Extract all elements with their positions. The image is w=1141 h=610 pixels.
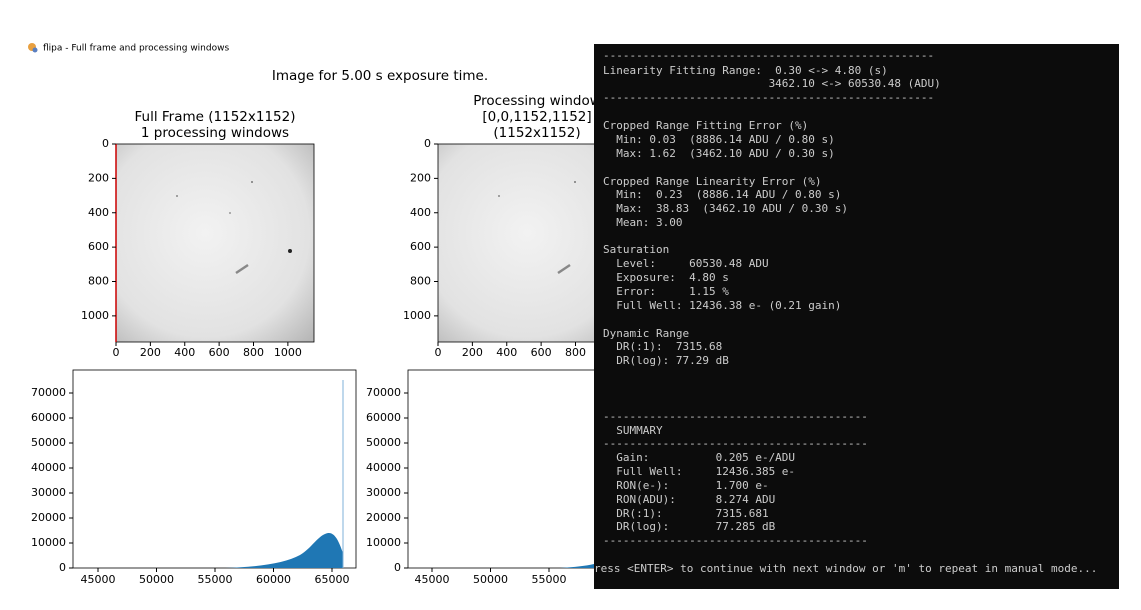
image-left	[115, 143, 315, 343]
terminal-line: ----------------------------------------…	[603, 91, 934, 104]
y-tick-label: 10000	[31, 536, 66, 549]
x-tick-label: 0	[435, 346, 442, 359]
y-tick-label: 1000	[403, 309, 431, 322]
terminal-line: Max: 1.62 (3462.10 ADU / 0.30 s)	[603, 147, 835, 160]
terminal-line: Max: 38.83 (3462.10 ADU / 0.30 s)	[603, 202, 848, 215]
x-tick-label: 50000	[139, 573, 174, 586]
y-tick-label: 800	[410, 275, 431, 288]
terminal-line: Linearity Fitting Range: 0.30 <-> 4.80 (…	[603, 64, 888, 77]
terminal-line: Saturation	[603, 243, 669, 256]
y-tick-label: 600	[88, 240, 109, 253]
y-tick-label: 70000	[366, 386, 401, 399]
x-tick-label: 400	[496, 346, 517, 359]
terminal-line: Cropped Range Linearity Error (%)	[603, 175, 822, 188]
figure-title: Image for 5.00 s exposure time.	[272, 68, 488, 84]
panel-title: 1 processing windows	[141, 125, 289, 141]
x-tick-label: 0	[113, 346, 120, 359]
panel-title: (1152x1152)	[493, 125, 580, 141]
x-tick-label: 45000	[81, 573, 116, 586]
x-tick-label: 400	[174, 346, 195, 359]
x-tick-label: 65000	[315, 573, 350, 586]
x-tick-label: 200	[462, 346, 483, 359]
y-tick-label: 0	[394, 561, 401, 574]
terminal-line: Full Well: 12436.38 e- (0.21 gain)	[603, 299, 841, 312]
terminal-line: DR(log): 77.285 dB	[603, 520, 776, 533]
terminal-line: ress <ENTER> to continue with next windo…	[594, 562, 1097, 575]
panel-title: Processing window	[473, 93, 601, 109]
x-tick-label: 50000	[473, 573, 508, 586]
terminal-line: Mean: 3.00	[603, 216, 682, 229]
window-title: flipa - Full frame and processing window…	[43, 44, 229, 54]
y-tick-label: 30000	[366, 486, 401, 499]
y-tick-label: 50000	[31, 436, 66, 449]
terminal-line: Gain: 0.205 e-/ADU	[603, 451, 795, 464]
y-tick-label: 50000	[366, 436, 401, 449]
histogram-left	[72, 369, 357, 569]
terminal-line: Level: 60530.48 ADU	[603, 257, 769, 270]
x-tick-label: 60000	[256, 573, 291, 586]
y-tick-label: 60000	[31, 411, 66, 424]
terminal-line: DR(:1): 7315.681	[603, 507, 769, 520]
y-tick-label: 10000	[366, 536, 401, 549]
panel-title: Full Frame (1152x1152)	[135, 109, 296, 125]
y-tick-label: 400	[410, 206, 431, 219]
y-tick-label: 0	[424, 137, 431, 150]
x-tick-label: 1000	[274, 346, 302, 359]
terminal-line: ----------------------------------------	[603, 534, 868, 547]
terminal-line: Cropped Range Fitting Error (%)	[603, 119, 808, 132]
window-icon	[28, 43, 38, 53]
y-tick-label: 200	[88, 171, 109, 184]
panel-title: [0,0,1152,1152]	[482, 109, 591, 125]
y-tick-label: 800	[88, 275, 109, 288]
y-tick-label: 200	[410, 171, 431, 184]
y-tick-label: 20000	[366, 511, 401, 524]
terminal-line: RON(ADU): 8.274 ADU	[603, 493, 775, 506]
terminal-line: DR(log): 77.29 dB	[603, 354, 729, 367]
terminal-line: DR(:1): 7315.68	[603, 340, 722, 353]
x-tick-label: 800	[565, 346, 586, 359]
terminal	[594, 44, 1119, 589]
terminal-line: Error: 1.15 %	[603, 285, 729, 298]
y-tick-label: 20000	[31, 511, 66, 524]
y-tick-label: 0	[59, 561, 66, 574]
terminal-line: 3462.10 <-> 60530.48 (ADU)	[603, 77, 941, 90]
terminal-line: RON(e-): 1.700 e-	[603, 479, 769, 492]
terminal-line: Min: 0.23 (8886.14 ADU / 0.80 s)	[603, 188, 841, 201]
terminal-line: SUMMARY	[603, 424, 663, 437]
terminal-line: Full Well: 12436.385 e-	[603, 465, 795, 478]
y-tick-label: 400	[88, 206, 109, 219]
x-tick-label: 600	[531, 346, 552, 359]
terminal-line: Min: 0.03 (8886.14 ADU / 0.80 s)	[603, 133, 835, 146]
terminal-line: ----------------------------------------	[603, 410, 868, 423]
terminal-line: Exposure: 4.80 s	[603, 271, 729, 284]
y-tick-label: 30000	[31, 486, 66, 499]
y-tick-label: 70000	[31, 386, 66, 399]
y-tick-label: 600	[410, 240, 431, 253]
y-tick-label: 60000	[366, 411, 401, 424]
terminal-line: ----------------------------------------	[603, 437, 868, 450]
x-tick-label: 55000	[198, 573, 233, 586]
x-tick-label: 55000	[532, 573, 567, 586]
x-tick-label: 45000	[415, 573, 450, 586]
x-tick-label: 800	[243, 346, 264, 359]
x-tick-label: 200	[140, 346, 161, 359]
y-tick-label: 40000	[366, 461, 401, 474]
y-tick-label: 0	[102, 137, 109, 150]
terminal-line: Dynamic Range	[603, 327, 689, 340]
terminal-line: ----------------------------------------…	[603, 49, 934, 62]
x-tick-label: 600	[209, 346, 230, 359]
y-tick-label: 40000	[31, 461, 66, 474]
y-tick-label: 1000	[81, 309, 109, 322]
